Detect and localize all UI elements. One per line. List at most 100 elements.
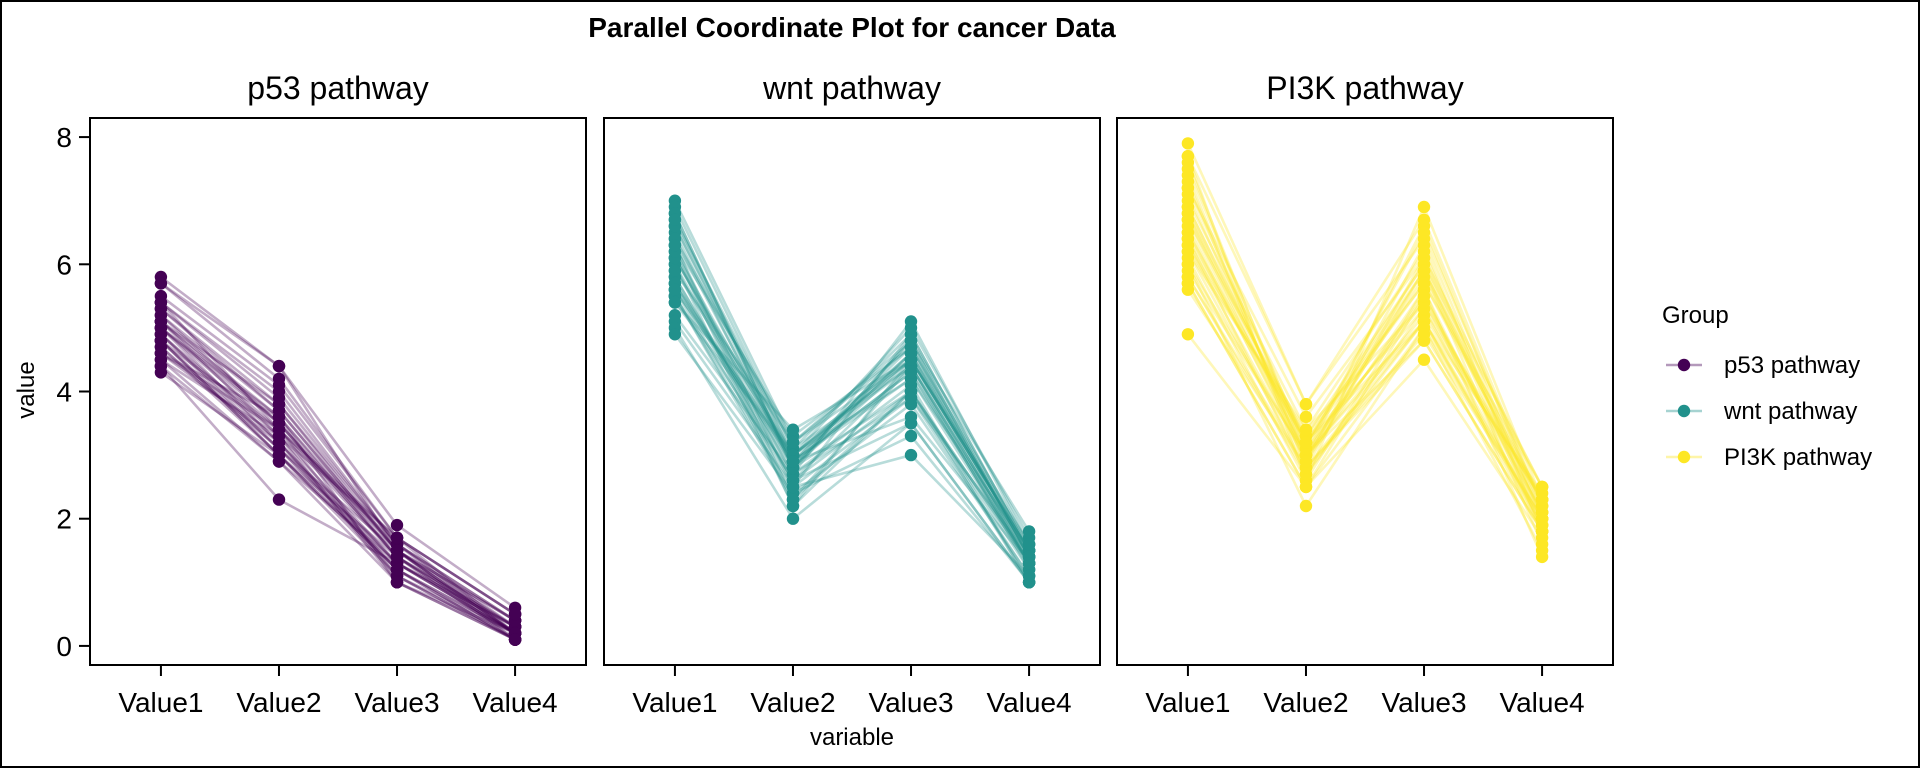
series-line xyxy=(160,301,516,622)
series-line xyxy=(1186,155,1544,501)
data-point xyxy=(154,277,168,290)
series-line xyxy=(673,250,1031,564)
data-point xyxy=(390,576,404,589)
series-line xyxy=(159,339,516,641)
series-line xyxy=(1186,238,1544,526)
data-point xyxy=(786,512,800,525)
data-point xyxy=(1181,328,1195,341)
data-point xyxy=(508,607,522,621)
data-point xyxy=(1535,538,1549,551)
facet-label: p53 pathway xyxy=(247,70,428,106)
series-line xyxy=(673,282,1031,564)
data-point xyxy=(1181,194,1195,207)
series-line xyxy=(160,352,516,635)
data-point xyxy=(390,550,404,564)
panel-frame xyxy=(89,117,587,666)
series-line xyxy=(1186,231,1544,520)
data-point xyxy=(668,328,682,341)
series-line xyxy=(160,275,516,609)
series-line xyxy=(673,288,1031,565)
x-tick-label: Value3 xyxy=(354,687,439,718)
series-line xyxy=(673,257,1031,558)
data-point xyxy=(272,493,286,506)
data-point xyxy=(786,423,800,436)
data-point xyxy=(668,239,682,252)
series-line xyxy=(673,276,1031,583)
series-line xyxy=(673,320,1031,577)
data-point xyxy=(1181,207,1195,220)
data-point xyxy=(904,391,918,405)
data-point xyxy=(1535,512,1549,525)
series-line xyxy=(1186,142,1544,520)
facet-panel-0: p53 pathway Value1 Value2 Value3 Value4 0 2 4 6 8 xyxy=(56,70,587,718)
data-point xyxy=(1417,289,1431,303)
series-line xyxy=(673,282,1031,584)
y-tick-label: 4 xyxy=(56,377,72,408)
series-line xyxy=(1186,187,1544,532)
x-tick-label: Value1 xyxy=(632,687,717,718)
series-lines xyxy=(673,200,1031,584)
data-point xyxy=(904,417,918,430)
series-line xyxy=(160,371,516,635)
legend-key-point xyxy=(1677,358,1691,372)
series-line xyxy=(673,276,1031,571)
series-points xyxy=(1181,137,1549,564)
series-line xyxy=(160,282,516,616)
legend-label: wnt pathway xyxy=(1723,398,1857,425)
legend-label: p53 pathway xyxy=(1724,352,1860,379)
series-line xyxy=(673,282,1031,564)
series-line xyxy=(1186,333,1544,539)
series-line xyxy=(1186,257,1544,558)
legend-label: PI3K pathway xyxy=(1724,444,1872,471)
data-point xyxy=(1417,226,1431,239)
series-line xyxy=(160,333,516,635)
legend-title: Group xyxy=(1662,302,1729,329)
legend-key-point xyxy=(1677,404,1691,418)
series-line xyxy=(673,231,1031,552)
x-tick-label: Value1 xyxy=(118,687,203,718)
series-line xyxy=(160,320,516,628)
series-line xyxy=(1186,219,1544,488)
x-tick-label: Value1 xyxy=(1145,687,1230,718)
series-line xyxy=(673,289,1031,577)
series-line xyxy=(1186,200,1544,520)
panel-frame xyxy=(603,117,1101,666)
data-point xyxy=(390,518,404,532)
series-line xyxy=(673,295,1031,564)
facet-label: PI3K pathway xyxy=(1266,70,1463,106)
y-axis-title: value xyxy=(13,361,40,418)
data-point xyxy=(786,436,800,449)
series-line xyxy=(160,295,516,616)
series-line xyxy=(159,326,516,635)
series-line xyxy=(1186,263,1544,552)
data-point xyxy=(1299,455,1313,468)
series-line xyxy=(1186,212,1544,513)
data-point xyxy=(904,353,918,366)
series-line xyxy=(160,326,516,628)
data-point xyxy=(1181,137,1195,150)
series-line xyxy=(673,244,1031,552)
series-line xyxy=(1186,269,1544,533)
series-line xyxy=(673,295,1031,577)
data-point xyxy=(1181,277,1195,290)
data-point xyxy=(1417,264,1431,277)
data-point xyxy=(154,296,168,309)
data-point xyxy=(272,429,286,443)
series-line xyxy=(160,333,516,635)
series-line xyxy=(673,269,1031,552)
data-point xyxy=(668,213,682,226)
series-line xyxy=(160,346,516,641)
series-line xyxy=(160,352,516,641)
legend: Group p53 pathway wnt pathway PI3K pathway xyxy=(1662,302,1872,471)
series-line xyxy=(160,326,516,635)
series-line xyxy=(673,225,1031,564)
series-line xyxy=(673,327,1031,584)
series-line xyxy=(1186,206,1544,501)
data-point xyxy=(390,531,404,544)
data-point xyxy=(154,347,168,360)
series-line xyxy=(1186,231,1544,507)
series-line xyxy=(160,301,516,628)
legend-entry-0: p53 pathway xyxy=(1666,352,1860,379)
series-line xyxy=(160,320,516,635)
